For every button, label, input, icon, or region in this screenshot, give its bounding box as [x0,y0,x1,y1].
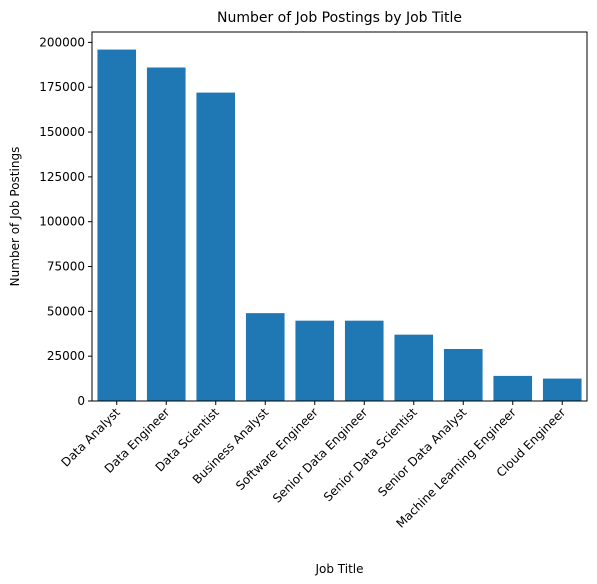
bar [196,92,236,401]
chart-title: Number of Job Postings by Job Title [217,10,462,26]
y-tick-label: 175000 [39,80,85,94]
x-tick-label: Software Engineer [233,405,321,493]
y-tick-label: 100000 [39,215,85,229]
plot-frame [91,31,588,402]
x-tick-label: Senior Data Engineer [270,405,370,505]
y-tick-label: 150000 [39,125,85,139]
bar [245,313,285,401]
bar [542,378,582,401]
y-tick-label: 25000 [47,349,85,363]
y-axis-ticks: 0 25000 50000 75000 100000 125000 150000 175000… [39,35,92,408]
x-axis-label: Job Title [314,562,363,576]
x-tick-label: Senior Data Analyst [375,405,469,499]
bar [295,320,335,401]
y-axis-label: Number of Job Postings [8,147,22,287]
bar [344,320,384,401]
bar [493,375,533,401]
bar [443,349,483,401]
bar [146,67,186,401]
y-tick-label: 75000 [47,260,85,274]
bar [97,49,137,401]
bars-group [97,49,582,401]
y-tick-label: 0 [77,394,85,408]
y-tick-label: 125000 [39,170,85,184]
bar [394,334,434,401]
y-tick-label: 50000 [47,304,85,318]
y-tick-label: 200000 [39,35,85,49]
x-tick-label: Senior Data Scientist [321,405,420,504]
